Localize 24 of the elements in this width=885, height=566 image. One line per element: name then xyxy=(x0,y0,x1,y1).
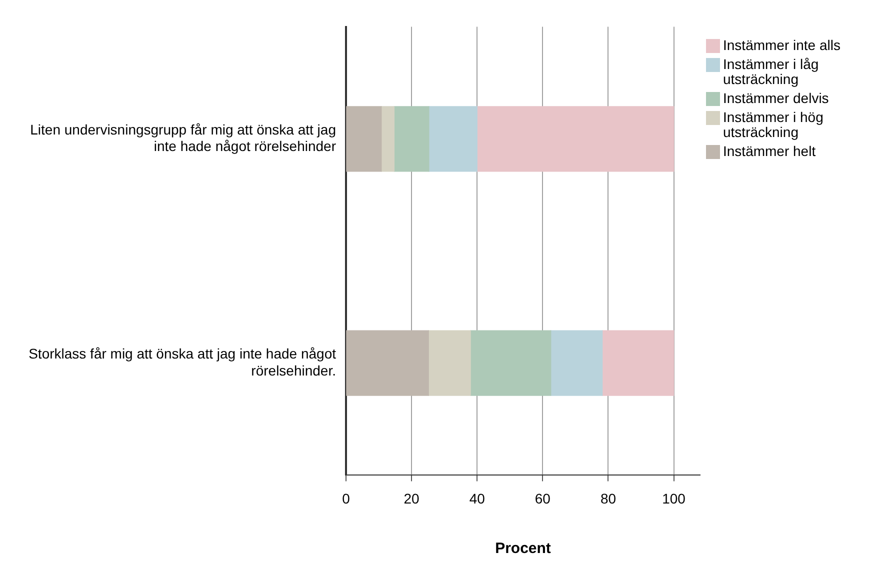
bar xyxy=(381,106,395,172)
x-tick-label: 20 xyxy=(404,490,420,506)
bar xyxy=(602,330,674,396)
bar xyxy=(476,106,674,172)
legend-label: Instämmer i låg utsträckning xyxy=(723,56,820,87)
bar xyxy=(550,330,603,396)
y-tick-label: Storklass får mig att önska att jag inte hade något rörelsehinder. xyxy=(28,346,336,378)
bar xyxy=(470,330,552,396)
bar xyxy=(346,106,382,172)
x-tick-label: 80 xyxy=(600,490,616,506)
legend-label: Instämmer i hög utsträckning xyxy=(723,109,824,140)
legend-label: Instämmer delvis xyxy=(723,90,829,106)
bar xyxy=(428,330,471,396)
bar xyxy=(394,106,430,172)
x-tick-label: 0 xyxy=(342,490,350,506)
x-tick-label: 60 xyxy=(534,490,551,506)
legend-label: Instämmer inte alls xyxy=(723,37,840,53)
bar xyxy=(428,106,478,172)
bar xyxy=(346,330,429,396)
legend-label: Instämmer helt xyxy=(723,143,816,159)
x-tick-label: 40 xyxy=(469,490,486,506)
x-axis-title: Procent xyxy=(495,540,551,558)
y-tick-label: Liten undervisningsgrupp får mig att önska att jag inte hade något rörelsehinder xyxy=(30,121,336,154)
x-tick-label: 100 xyxy=(662,490,686,506)
